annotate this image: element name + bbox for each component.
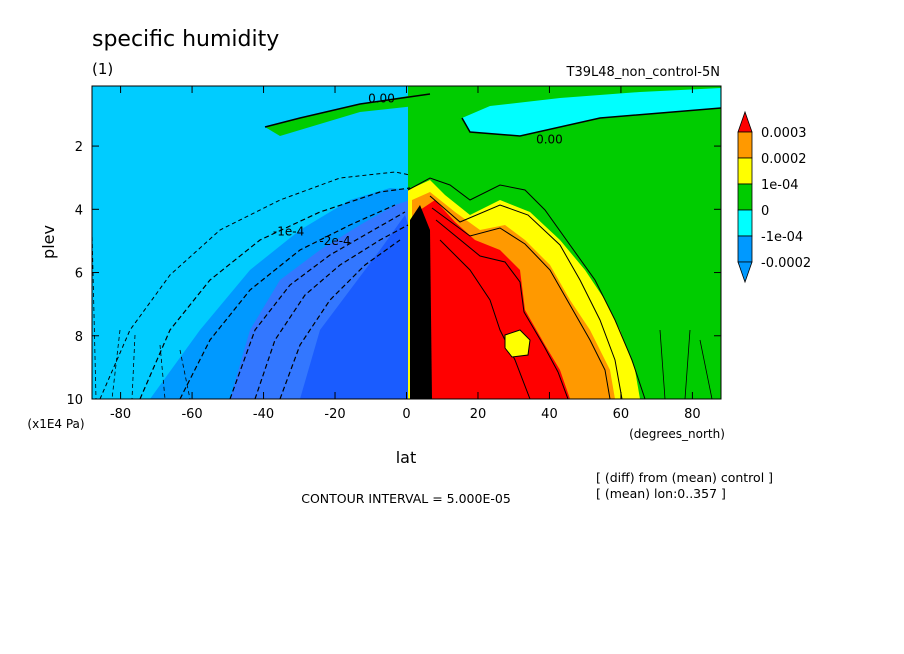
positive-region-3 [418,200,570,399]
contour-label: 0.00 [536,133,563,147]
colorbar-swatch [737,157,753,185]
chart-title: specific humidity [92,27,279,52]
y-tick-label: 4 [75,203,83,218]
x-tick-label: -40 [253,407,274,422]
y-tick-label: 2 [75,140,83,155]
contour-interval-text: CONTOUR INTERVAL = 5.000E-05 [301,491,511,506]
note-mean: [ (mean) lon:0..357 ] [596,486,726,501]
x-axis-label: lat [396,448,417,467]
contour-neg-3 [179,204,396,399]
x-tick-label: -80 [110,407,131,422]
x-tick-label: -20 [324,407,345,422]
y-axis-label: plev [39,225,58,259]
y-tick-label: 10 [66,393,83,408]
colorbar-swatch [737,209,753,237]
x-tick-label: 80 [684,407,701,422]
y-axis-unit: (x1E4 Pa) [27,417,84,431]
upper-cyan-region [462,88,721,136]
contour-neg-4 [229,211,406,399]
contour-pos-5 [439,239,531,399]
contour-label: 0.00 [368,92,395,106]
run-label: T39L48_non_control-5N [566,65,720,80]
strong-gradient-core [410,205,432,399]
contour-neg-5 [254,224,409,399]
panel-label: (1) [92,60,113,78]
x-tick-label: -60 [181,407,202,422]
x-axis: -80 -60 -40 -20 0 20 40 60 80 [110,86,701,422]
y-tick-label: 6 [75,267,83,282]
colorbar-swatch [737,131,753,159]
colorbar-swatch [737,183,753,211]
note-diff: [ (diff) from (mean) control ] [596,470,773,485]
y-tick-label: 8 [75,330,83,345]
contour-labels: 0.00 0.00 -1e-4 -2e-4 [273,92,563,248]
colorbar-top-arrow [737,110,753,133]
colorbar-label: 0.0002 [761,152,807,167]
x-axis-unit: (degrees_north) [629,427,725,441]
contour-neg-1 [99,171,411,399]
y-axis: 2 4 6 8 10 [66,140,721,408]
x-tick-label: 0 [402,407,410,422]
contour-far-left [92,229,191,399]
contour-pos-4 [435,219,569,399]
colorbar-label: -1e-04 [761,230,803,245]
contour-pos-6 [504,329,531,358]
x-tick-label: 40 [541,407,558,422]
contour-far-right [659,329,713,399]
colorbar-label: 1e-04 [761,178,799,193]
colorbar-swatch [737,235,753,263]
contour-zero-upper [264,93,721,137]
negative-region-3 [300,215,410,399]
colorbar-label: 0 [761,204,769,219]
contour-pos-3 [431,207,611,399]
colorbar-label: 0.0003 [761,126,807,141]
colorbar-bottom-arrow [737,261,753,284]
contour-label: -1e-4 [273,224,304,238]
contour-label: -2e-4 [319,234,350,248]
x-tick-label: 20 [470,407,487,422]
x-tick-label: 60 [613,407,630,422]
colorbar: 0.0003 0.0002 1e-04 0 -1e-04 -0.0002 [737,110,811,284]
contour-neg-2 [139,187,411,399]
colorbar-label: -0.0002 [761,256,811,271]
left-upper-green-region [265,86,430,136]
contour-pos-2 [429,195,623,399]
plot-area [92,86,721,399]
contour-pos-1 [407,177,646,399]
